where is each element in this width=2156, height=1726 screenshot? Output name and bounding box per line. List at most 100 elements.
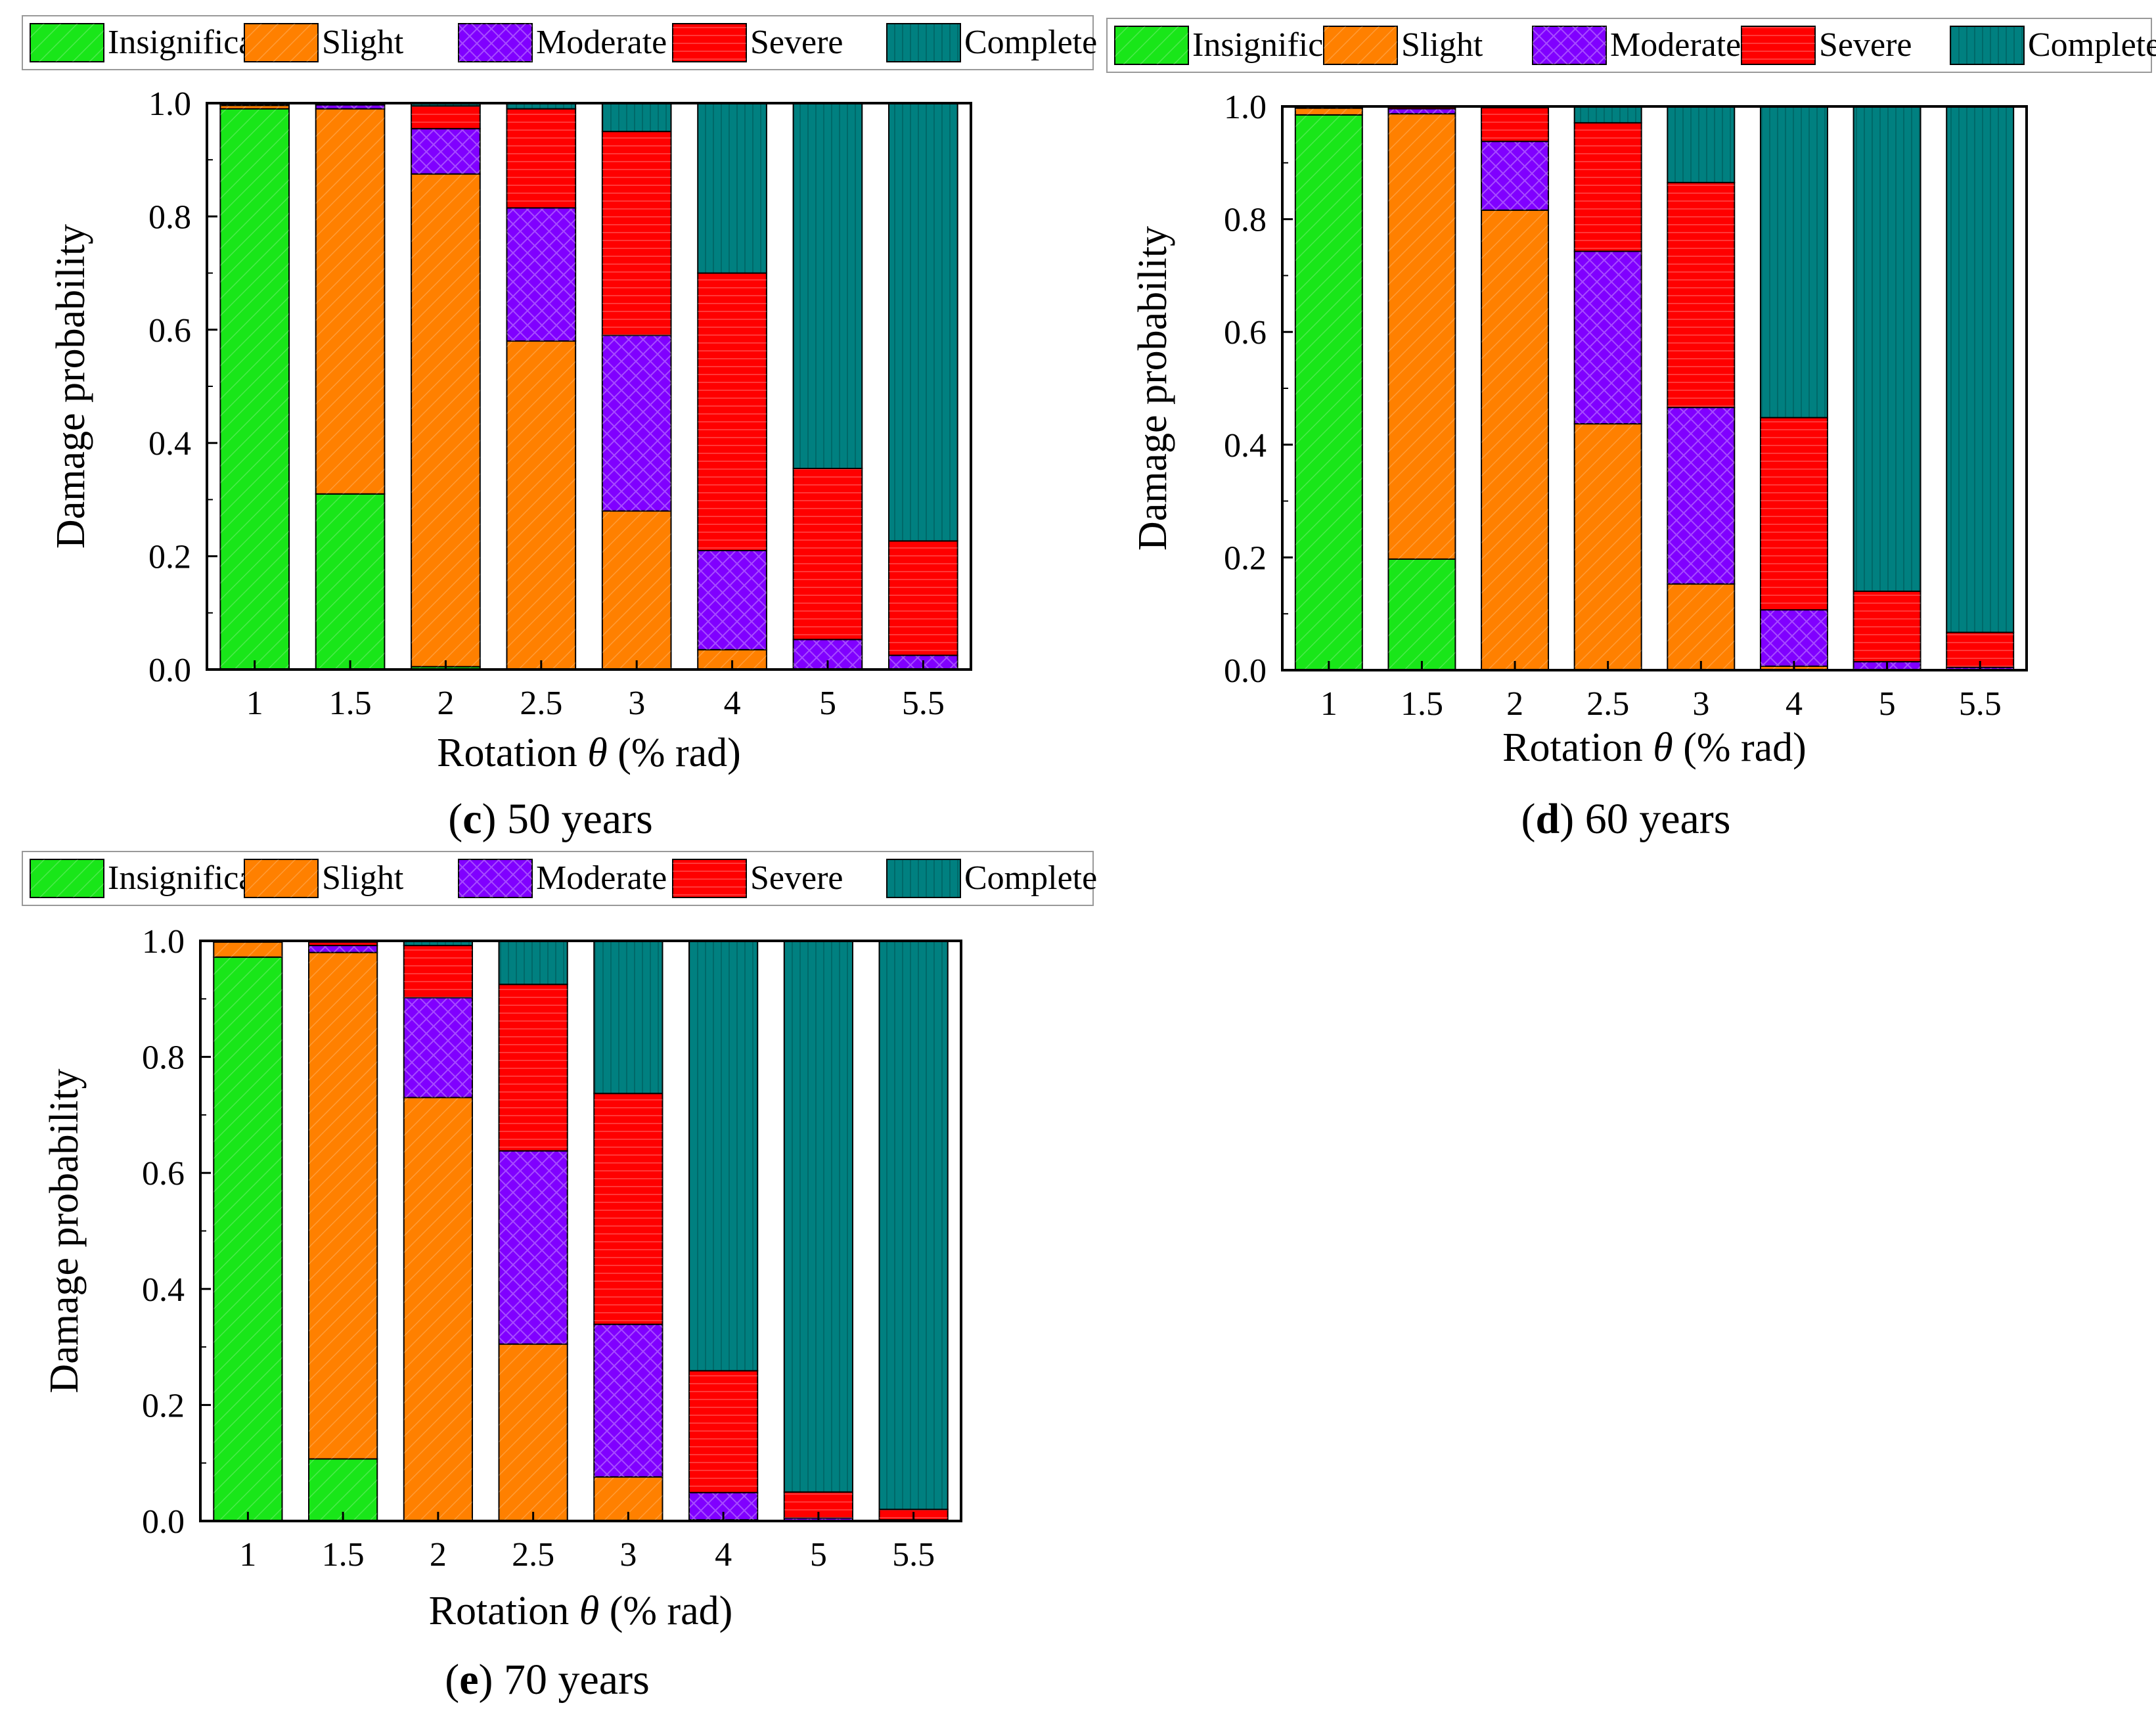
legend-label-complete: Complete (964, 24, 1097, 61)
caption-letter: d (1536, 795, 1560, 843)
y-tick-label: 0.2 (148, 539, 191, 576)
x-axis-label-prefix: Rotation (437, 731, 587, 775)
bar-hatch-moderate-1.5 (309, 945, 378, 953)
caption-letter: c (462, 795, 482, 843)
y-tick-label: 0.0 (1224, 652, 1267, 690)
y-tick-label: 1.0 (142, 923, 185, 961)
bar-hatch-insignificant-1.5 (1388, 558, 1456, 670)
panel-caption: (d) 60 years (1521, 795, 1731, 843)
legend-swatch-hatch-severe (673, 859, 746, 897)
legend-label-severe: Severe (750, 859, 843, 897)
bar-hatch-complete-5 (1853, 106, 1921, 591)
bar-hatch-severe-4 (689, 1371, 758, 1493)
x-tick-label-4: 4 (1785, 685, 1803, 723)
bar-hatch-severe-4 (1760, 417, 1828, 610)
legend-swatch-hatch-insignificant (30, 859, 104, 897)
chart-panel-d: Insignificant Slight Moderate Severe Complet… (1106, 18, 2156, 843)
legend-swatch-hatch-moderate (1533, 26, 1606, 64)
x-tick-label-2: 2 (430, 1536, 447, 1574)
x-tick-label-5: 5 (819, 685, 836, 722)
bar-hatch-insignificant-1 (213, 957, 282, 1521)
legend-swatch-hatch-severe (673, 24, 746, 62)
y-tick-label: 0.8 (148, 198, 191, 236)
legend-label-moderate: Moderate (1610, 26, 1741, 64)
bar-hatch-insignificant-1.5 (309, 1459, 378, 1521)
x-tick-label-2.5: 2.5 (512, 1536, 554, 1574)
legend-label-severe: Severe (750, 24, 843, 61)
legend-label-complete: Complete (2028, 26, 2156, 64)
caption-years: 60 years (1574, 795, 1730, 843)
caption-years: 50 years (497, 795, 653, 843)
caption-open-paren: ( (448, 795, 462, 843)
legend-label-complete: Complete (964, 859, 1097, 897)
legend-swatch-hatch-insignificant (30, 24, 104, 62)
legend-label-severe: Severe (1819, 26, 1912, 64)
bar-hatch-complete-2 (403, 941, 472, 946)
bar-hatch-slight-1 (220, 105, 290, 109)
x-axis-label-prefix: Rotation (1502, 725, 1653, 770)
y-tick-label: 0.8 (1224, 202, 1267, 239)
bar-hatch-insignificant-1 (220, 108, 290, 670)
bar-hatch-complete-2 (411, 103, 480, 106)
panel-caption: (c) 50 years (448, 795, 653, 843)
legend-label-slight: Slight (322, 859, 404, 897)
bar-hatch-severe-1.5 (309, 942, 378, 946)
x-tick-label-1.5: 1.5 (322, 1536, 365, 1574)
bar-hatch-severe-2 (1481, 107, 1549, 142)
y-tick-label: 0.4 (142, 1271, 185, 1309)
bar-hatch-complete-2.5 (499, 941, 568, 985)
bar-hatch-moderate-3 (1667, 407, 1735, 584)
x-tick-label-1: 1 (1320, 685, 1337, 723)
x-tick-label-5: 5 (1879, 685, 1896, 723)
bar-hatch-moderate-4 (698, 550, 767, 650)
y-tick-label: 0.2 (142, 1387, 185, 1424)
x-axis-label-prefix: Rotation (429, 1589, 579, 1633)
bar-hatch-slight-2.5 (499, 1344, 568, 1521)
y-tick-label: 0.8 (142, 1039, 185, 1077)
x-tick-label-2: 2 (437, 685, 454, 722)
y-tick-label: 0.0 (142, 1503, 185, 1541)
bar-hatch-slight-1.5 (309, 952, 378, 1459)
bar-hatch-complete-2.5 (1574, 106, 1642, 123)
bar-hatch-complete-5.5 (1946, 106, 2014, 633)
chart-panel-c: Insignificant Slight Moderate Severe Complet… (22, 15, 1097, 843)
bar-hatch-complete-4 (698, 103, 767, 273)
legend-swatch-hatch-complete (887, 24, 960, 62)
bar-hatch-moderate-1.5 (1388, 108, 1456, 114)
x-tick-label-2.5: 2.5 (520, 685, 562, 722)
bar-hatch-complete-4 (689, 941, 758, 1371)
y-axis-label: Damage probability (42, 1068, 87, 1393)
x-tick-label-2: 2 (1506, 685, 1523, 723)
bar-hatch-moderate-2 (1481, 141, 1549, 210)
x-axis-label: Rotation θ (% rad) (429, 1589, 733, 1633)
bar-hatch-slight-2 (403, 1097, 472, 1521)
bar-hatch-severe-2.5 (506, 108, 576, 208)
bar-hatch-severe-5 (1853, 591, 1921, 662)
bar-hatch-slight-3 (1667, 583, 1735, 670)
y-tick-label: 0.4 (1224, 427, 1267, 465)
legend-swatch-hatch-moderate (459, 859, 532, 897)
bar-hatch-complete-3 (1667, 106, 1735, 183)
bar-hatch-severe-5 (793, 468, 863, 640)
x-tick-label-5.5: 5.5 (892, 1536, 935, 1574)
bar-hatch-slight-2 (1481, 210, 1549, 670)
y-tick-label: 0.4 (148, 425, 191, 463)
bar-hatch-complete-4 (1760, 106, 1828, 418)
y-tick-label: 1.0 (1224, 89, 1267, 126)
x-tick-label-1: 1 (246, 685, 263, 722)
bar-group (213, 940, 949, 1522)
x-axis-label-suffix: (% rad) (1673, 725, 1807, 770)
legend-swatch-hatch-moderate (459, 24, 532, 62)
bar-hatch-moderate-2 (411, 128, 480, 174)
x-tick-label-1.5: 1.5 (329, 685, 372, 722)
bar-hatch-slight-3 (602, 511, 671, 670)
bar-hatch-slight-2.5 (506, 341, 576, 670)
bar-hatch-moderate-4 (1760, 610, 1828, 666)
bar-hatch-severe-3 (1667, 182, 1735, 408)
bar-hatch-moderate-3 (594, 1324, 663, 1477)
x-axis-label-suffix: (% rad) (599, 1589, 732, 1633)
panel-caption: (e) 70 years (445, 1656, 650, 1704)
bar-hatch-severe-4 (698, 273, 767, 551)
bar-hatch-moderate-3 (602, 335, 671, 511)
caption-open-paren: ( (445, 1656, 459, 1704)
